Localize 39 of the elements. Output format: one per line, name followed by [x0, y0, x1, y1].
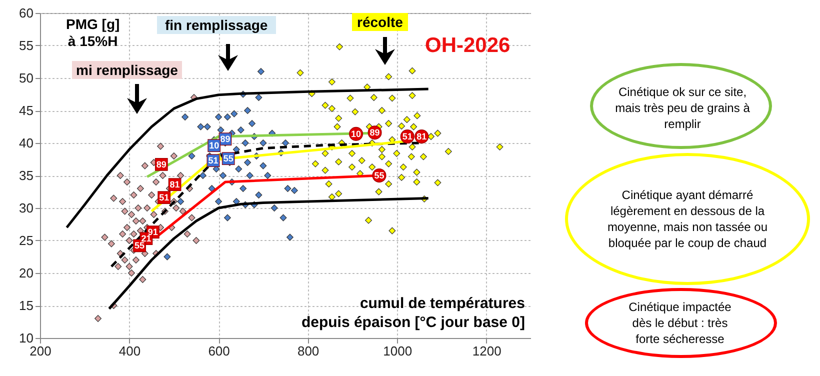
x-tick-label: 400 — [118, 344, 141, 358]
y-tick-label: 55 — [19, 38, 34, 53]
text: Cinétique ayant démarré légèrement en dessous de la moyenne, mais non tassée ou bloquée par le coup de chaud — [606, 186, 769, 252]
y-tick-label: 25 — [19, 233, 34, 248]
annotation: 55 — [223, 154, 234, 164]
y-tick-label: 45 — [19, 103, 34, 118]
x-tick-label: 1000 — [383, 344, 412, 358]
annotation: mi remplissage — [72, 61, 182, 79]
annotation: 10 — [351, 128, 362, 139]
annotation: 51 — [159, 192, 170, 203]
x-tick-label: 600 — [208, 344, 230, 358]
y-axis-title: PMG [g] à 15%H — [66, 16, 120, 50]
annotation: récolte — [352, 13, 408, 31]
y-tick-label: 35 — [19, 168, 34, 183]
y-tick-label: 15 — [19, 298, 34, 313]
y-tick-label: 50 — [19, 70, 34, 86]
text: Cinétique ok sur ce site, mais très peu de grains à remplir — [614, 84, 751, 134]
annotation: 10 — [209, 140, 220, 151]
x-axis-title: cumul de températures depuis épaison [°C jour base 0] — [301, 295, 525, 332]
text: Cinétique impactée dès le début : très forte sécheresse — [628, 298, 732, 348]
y-tick-label: 20 — [19, 266, 34, 280]
annotation: fin remplissage — [157, 16, 276, 34]
y-tick-label: 60 — [19, 6, 34, 20]
annotation: 55 — [134, 240, 145, 251]
annotation: 51 — [208, 156, 218, 166]
y-tick-label: 40 — [19, 136, 34, 150]
x-tick-label: 1200 — [472, 344, 502, 358]
y-tick-label: 10 — [19, 330, 34, 346]
annotation: 89 — [156, 159, 166, 170]
annotation: 51 — [402, 132, 412, 142]
x-tick-label: 800 — [297, 344, 320, 358]
annotation: 81 — [170, 180, 180, 190]
annotation: 89 — [370, 128, 380, 138]
annotation: OH-2026 — [425, 34, 510, 58]
annotation: 89 — [220, 134, 230, 144]
annotation: 81 — [416, 132, 427, 142]
annotation: 55 — [374, 170, 384, 180]
y-tick-label: 30 — [19, 200, 34, 216]
x-tick-label: 200 — [30, 344, 52, 358]
